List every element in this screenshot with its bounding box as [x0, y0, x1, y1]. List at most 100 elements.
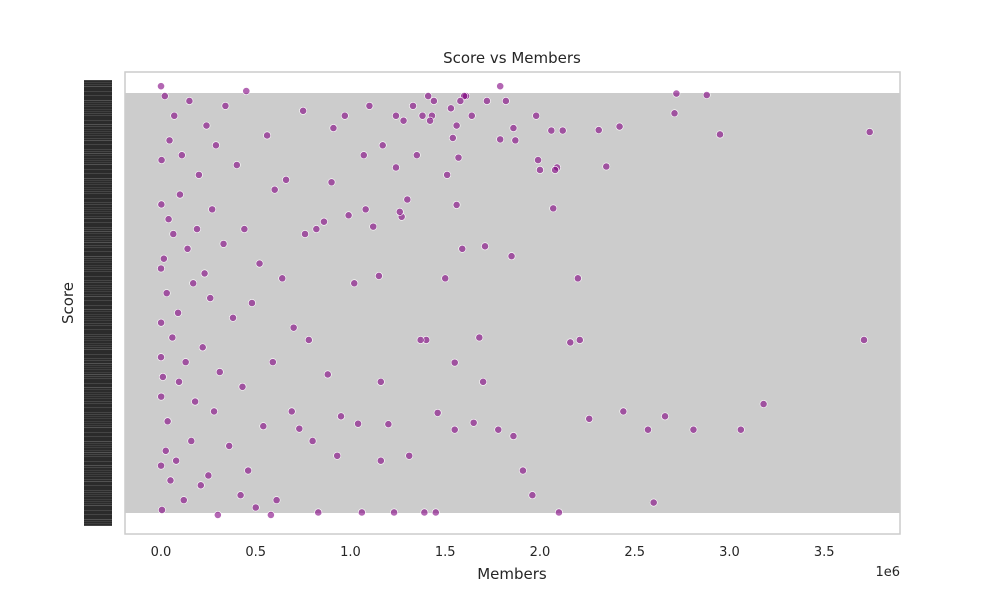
x-tick-label: 0.5	[245, 545, 266, 560]
scatter-point	[198, 343, 207, 352]
scatter-point	[320, 217, 328, 226]
scatter-point	[157, 156, 166, 164]
scatter-point	[225, 442, 234, 450]
x-tick-label: 3.0	[719, 545, 740, 560]
scatter-point	[263, 131, 272, 140]
scatter-point	[337, 412, 345, 421]
scatter-point	[458, 244, 467, 253]
scatter-point	[189, 279, 198, 288]
scatter-point	[162, 289, 171, 298]
scatter-point	[170, 111, 179, 120]
scatter-point	[301, 230, 309, 238]
x-tick-label: 0.0	[151, 545, 172, 560]
scatter-point	[169, 230, 178, 238]
scatter-point	[304, 336, 313, 344]
scatter-point	[238, 382, 247, 391]
scatter-point	[585, 414, 594, 423]
x-tick-label: 2.5	[624, 545, 645, 560]
scatter-point	[452, 201, 461, 209]
scatter-point	[160, 92, 169, 100]
scatter-point	[175, 377, 183, 386]
scatter-point	[259, 422, 268, 431]
scatter-point	[431, 508, 440, 517]
plot-frame-border	[124, 71, 901, 535]
scatter-point	[185, 97, 194, 105]
x-axis-title: Members	[477, 565, 547, 583]
scatter-point	[566, 338, 575, 347]
x-axis-offset-label: 1e6	[875, 565, 900, 580]
data-region-fill	[125, 93, 900, 513]
scatter-point	[183, 244, 192, 253]
scatter-point	[357, 508, 366, 517]
scatter-point	[248, 299, 256, 307]
scatter-point	[558, 126, 567, 135]
scatter-point	[547, 126, 556, 135]
scatter-point	[187, 437, 196, 445]
scatter-point	[158, 373, 167, 381]
scatter-point	[251, 503, 260, 512]
scatter-point	[365, 101, 374, 110]
scatter-point	[278, 274, 287, 283]
scatter-point	[208, 205, 217, 214]
scatter-point	[200, 269, 209, 278]
scatter-point	[670, 109, 679, 118]
scatter-point	[481, 242, 489, 251]
scatter-point	[164, 215, 173, 224]
scatter-point	[532, 111, 541, 120]
scatter-point	[240, 225, 249, 233]
scatter-point	[255, 259, 264, 268]
x-tick-label: 3.5	[814, 545, 835, 560]
scatter-point	[448, 134, 457, 142]
scatter-point	[168, 333, 177, 342]
scatter-point	[443, 170, 452, 179]
scatter-point	[327, 178, 336, 187]
scatter-point	[157, 318, 165, 327]
scatter-point	[549, 204, 558, 213]
chart-title: Score vs Members	[443, 49, 581, 67]
scatter-point	[344, 211, 353, 220]
scatter-point	[194, 170, 203, 179]
scatter-point	[287, 407, 296, 416]
scatter-point	[267, 511, 275, 519]
scatter-point	[308, 437, 317, 445]
scatter-point	[395, 207, 404, 216]
scatter-point	[210, 407, 218, 416]
scatter-point	[202, 121, 211, 130]
scatter-point	[314, 508, 323, 517]
scatter-point	[157, 200, 166, 209]
scatter-point	[163, 417, 172, 426]
scatter-point	[555, 508, 563, 517]
scatter-point	[865, 128, 874, 136]
scatter-point	[454, 153, 463, 162]
scatter-point	[270, 185, 279, 194]
scatter-point	[159, 254, 168, 263]
scatter-point	[157, 82, 165, 91]
scatter-point	[405, 451, 414, 460]
scatter-point	[519, 466, 527, 475]
scatter-point	[479, 377, 488, 386]
scatter-point	[161, 446, 170, 455]
scatter-point	[196, 481, 205, 490]
scatter-point	[244, 466, 253, 475]
scatter-point	[860, 336, 868, 344]
scatter-point	[469, 418, 478, 427]
scatter-point	[350, 279, 359, 288]
x-tick-labels: 0.0 0.5 1.0 1.5 2.0 2.5 3.0 3.5	[151, 545, 835, 560]
scatter-point	[573, 274, 582, 283]
scatter-point	[166, 476, 175, 485]
scatter-point	[392, 163, 400, 172]
scatter-point	[433, 408, 442, 417]
scatter-point	[501, 97, 510, 105]
scatter-point	[340, 111, 349, 120]
scatter-point	[165, 136, 174, 145]
scatter-point	[206, 294, 215, 302]
scatter-point	[177, 151, 186, 160]
scatter-point	[702, 91, 711, 99]
scatter-point	[375, 271, 383, 280]
scatter-point	[272, 496, 281, 505]
y-tick-marks	[84, 80, 112, 526]
scatter-point	[644, 425, 652, 434]
scatter-point	[221, 101, 230, 110]
scatter-point	[494, 425, 503, 434]
scatter-point	[736, 425, 745, 434]
